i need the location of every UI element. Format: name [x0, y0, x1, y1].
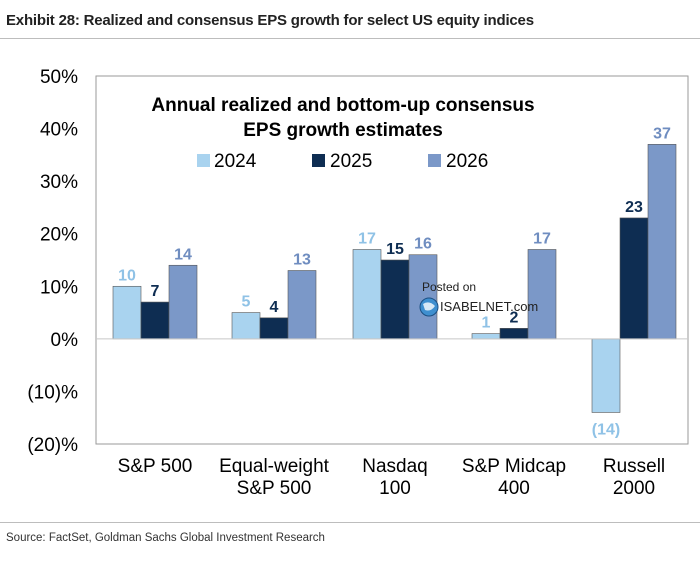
data-label-2025-cat-4: 23	[625, 199, 643, 216]
data-label-2025-cat-2: 15	[386, 241, 404, 258]
bottom-rule	[0, 522, 700, 523]
legend-swatch-2026	[428, 154, 441, 167]
category-label: S&P 500	[237, 478, 312, 499]
legend-label-2025: 2025	[330, 151, 372, 172]
legend-label-2026: 2026	[446, 151, 488, 172]
chart-title-line-1: Annual realized and bottom-up consensus	[151, 95, 534, 116]
source-note: Source: FactSet, Goldman Sachs Global In…	[6, 532, 325, 544]
y-axis: 50% 40% 30% 20% 10% 0% (10)% (20)%	[27, 67, 78, 456]
category-label: 400	[498, 478, 530, 499]
category-label: 2000	[613, 478, 655, 499]
top-rule	[0, 38, 700, 39]
data-label-2025-cat-0: 7	[151, 283, 160, 300]
legend-swatch-2024	[197, 154, 210, 167]
exhibit-title: Exhibit 28: Realized and consensus EPS g…	[6, 12, 534, 29]
bar-2025-cat-1	[259, 317, 289, 340]
bar-2024-cat-1	[231, 312, 261, 340]
bar-2024-cat-0	[112, 285, 142, 340]
category-label: S&P Midcap	[462, 456, 566, 477]
bar-2024-cat-2	[352, 249, 382, 340]
bar-2025-cat-4	[619, 217, 649, 340]
y-tick-label: (10)%	[27, 382, 78, 403]
bar-2026-cat-1	[287, 270, 317, 340]
y-tick-label: 50%	[40, 67, 78, 88]
y-tick-label: 0%	[51, 330, 79, 351]
chart-title-line-2: EPS growth estimates	[243, 120, 443, 141]
bar-2025-cat-3	[499, 328, 529, 340]
data-label-2026-cat-2: 16	[414, 236, 432, 253]
data-label-2025-cat-3: 2	[510, 309, 519, 326]
data-label-2024-cat-4: (14)	[592, 421, 620, 438]
data-label-2026-cat-0: 14	[174, 246, 192, 263]
category-label: Russell	[603, 456, 665, 477]
category-label: Nasdaq	[362, 456, 428, 477]
eps-growth-chart: 50% 40% 30% 20% 10% 0% (10)% (20)% 10 5 17 1 (14) 7 4…	[27, 67, 689, 499]
legend-swatch-2025	[312, 154, 325, 167]
data-label-2026-cat-3: 17	[533, 230, 551, 247]
watermark-line-2: ISABELNET.com	[440, 299, 538, 314]
y-tick-label: (20)%	[27, 435, 78, 456]
category-label: S&P 500	[118, 456, 193, 477]
data-label-2026-cat-4: 37	[653, 125, 671, 142]
bar-2026-cat-2	[408, 254, 438, 340]
y-tick-label: 40%	[40, 120, 78, 141]
data-label-2024-cat-2: 17	[358, 230, 376, 247]
bar-2025-cat-2	[380, 259, 410, 340]
legend-label-2024: 2024	[214, 151, 257, 172]
bar-2024-cat-3	[471, 333, 501, 340]
data-labels: 10 5 17 1 (14) 7 4 15 2 23 14 13 16 17 37	[118, 125, 671, 438]
y-tick-label: 10%	[40, 277, 78, 298]
data-label-2024-cat-0: 10	[118, 267, 136, 284]
watermark-globe-highlight-icon	[423, 302, 435, 311]
bar-2026-cat-0	[168, 264, 198, 340]
bar-2024-cat-4	[591, 338, 621, 413]
bars	[112, 144, 677, 413]
bar-2025-cat-0	[140, 301, 170, 340]
y-tick-label: 20%	[40, 225, 78, 246]
data-label-2024-cat-1: 5	[242, 294, 251, 311]
data-label-2026-cat-1: 13	[293, 252, 311, 269]
data-label-2025-cat-1: 4	[270, 299, 279, 316]
watermark-line-1: Posted on	[422, 280, 476, 294]
bar-2026-cat-3	[527, 249, 557, 340]
y-tick-label: 30%	[40, 172, 78, 193]
bar-2026-cat-4	[647, 144, 677, 340]
data-label-2024-cat-3: 1	[482, 315, 491, 332]
category-label: 100	[379, 478, 411, 499]
plot-frame	[95, 75, 689, 445]
watermark: Posted on ISABELNET.com	[419, 280, 538, 317]
category-label: Equal-weight	[219, 456, 330, 477]
legend: 2024 2025 2026	[197, 151, 488, 172]
